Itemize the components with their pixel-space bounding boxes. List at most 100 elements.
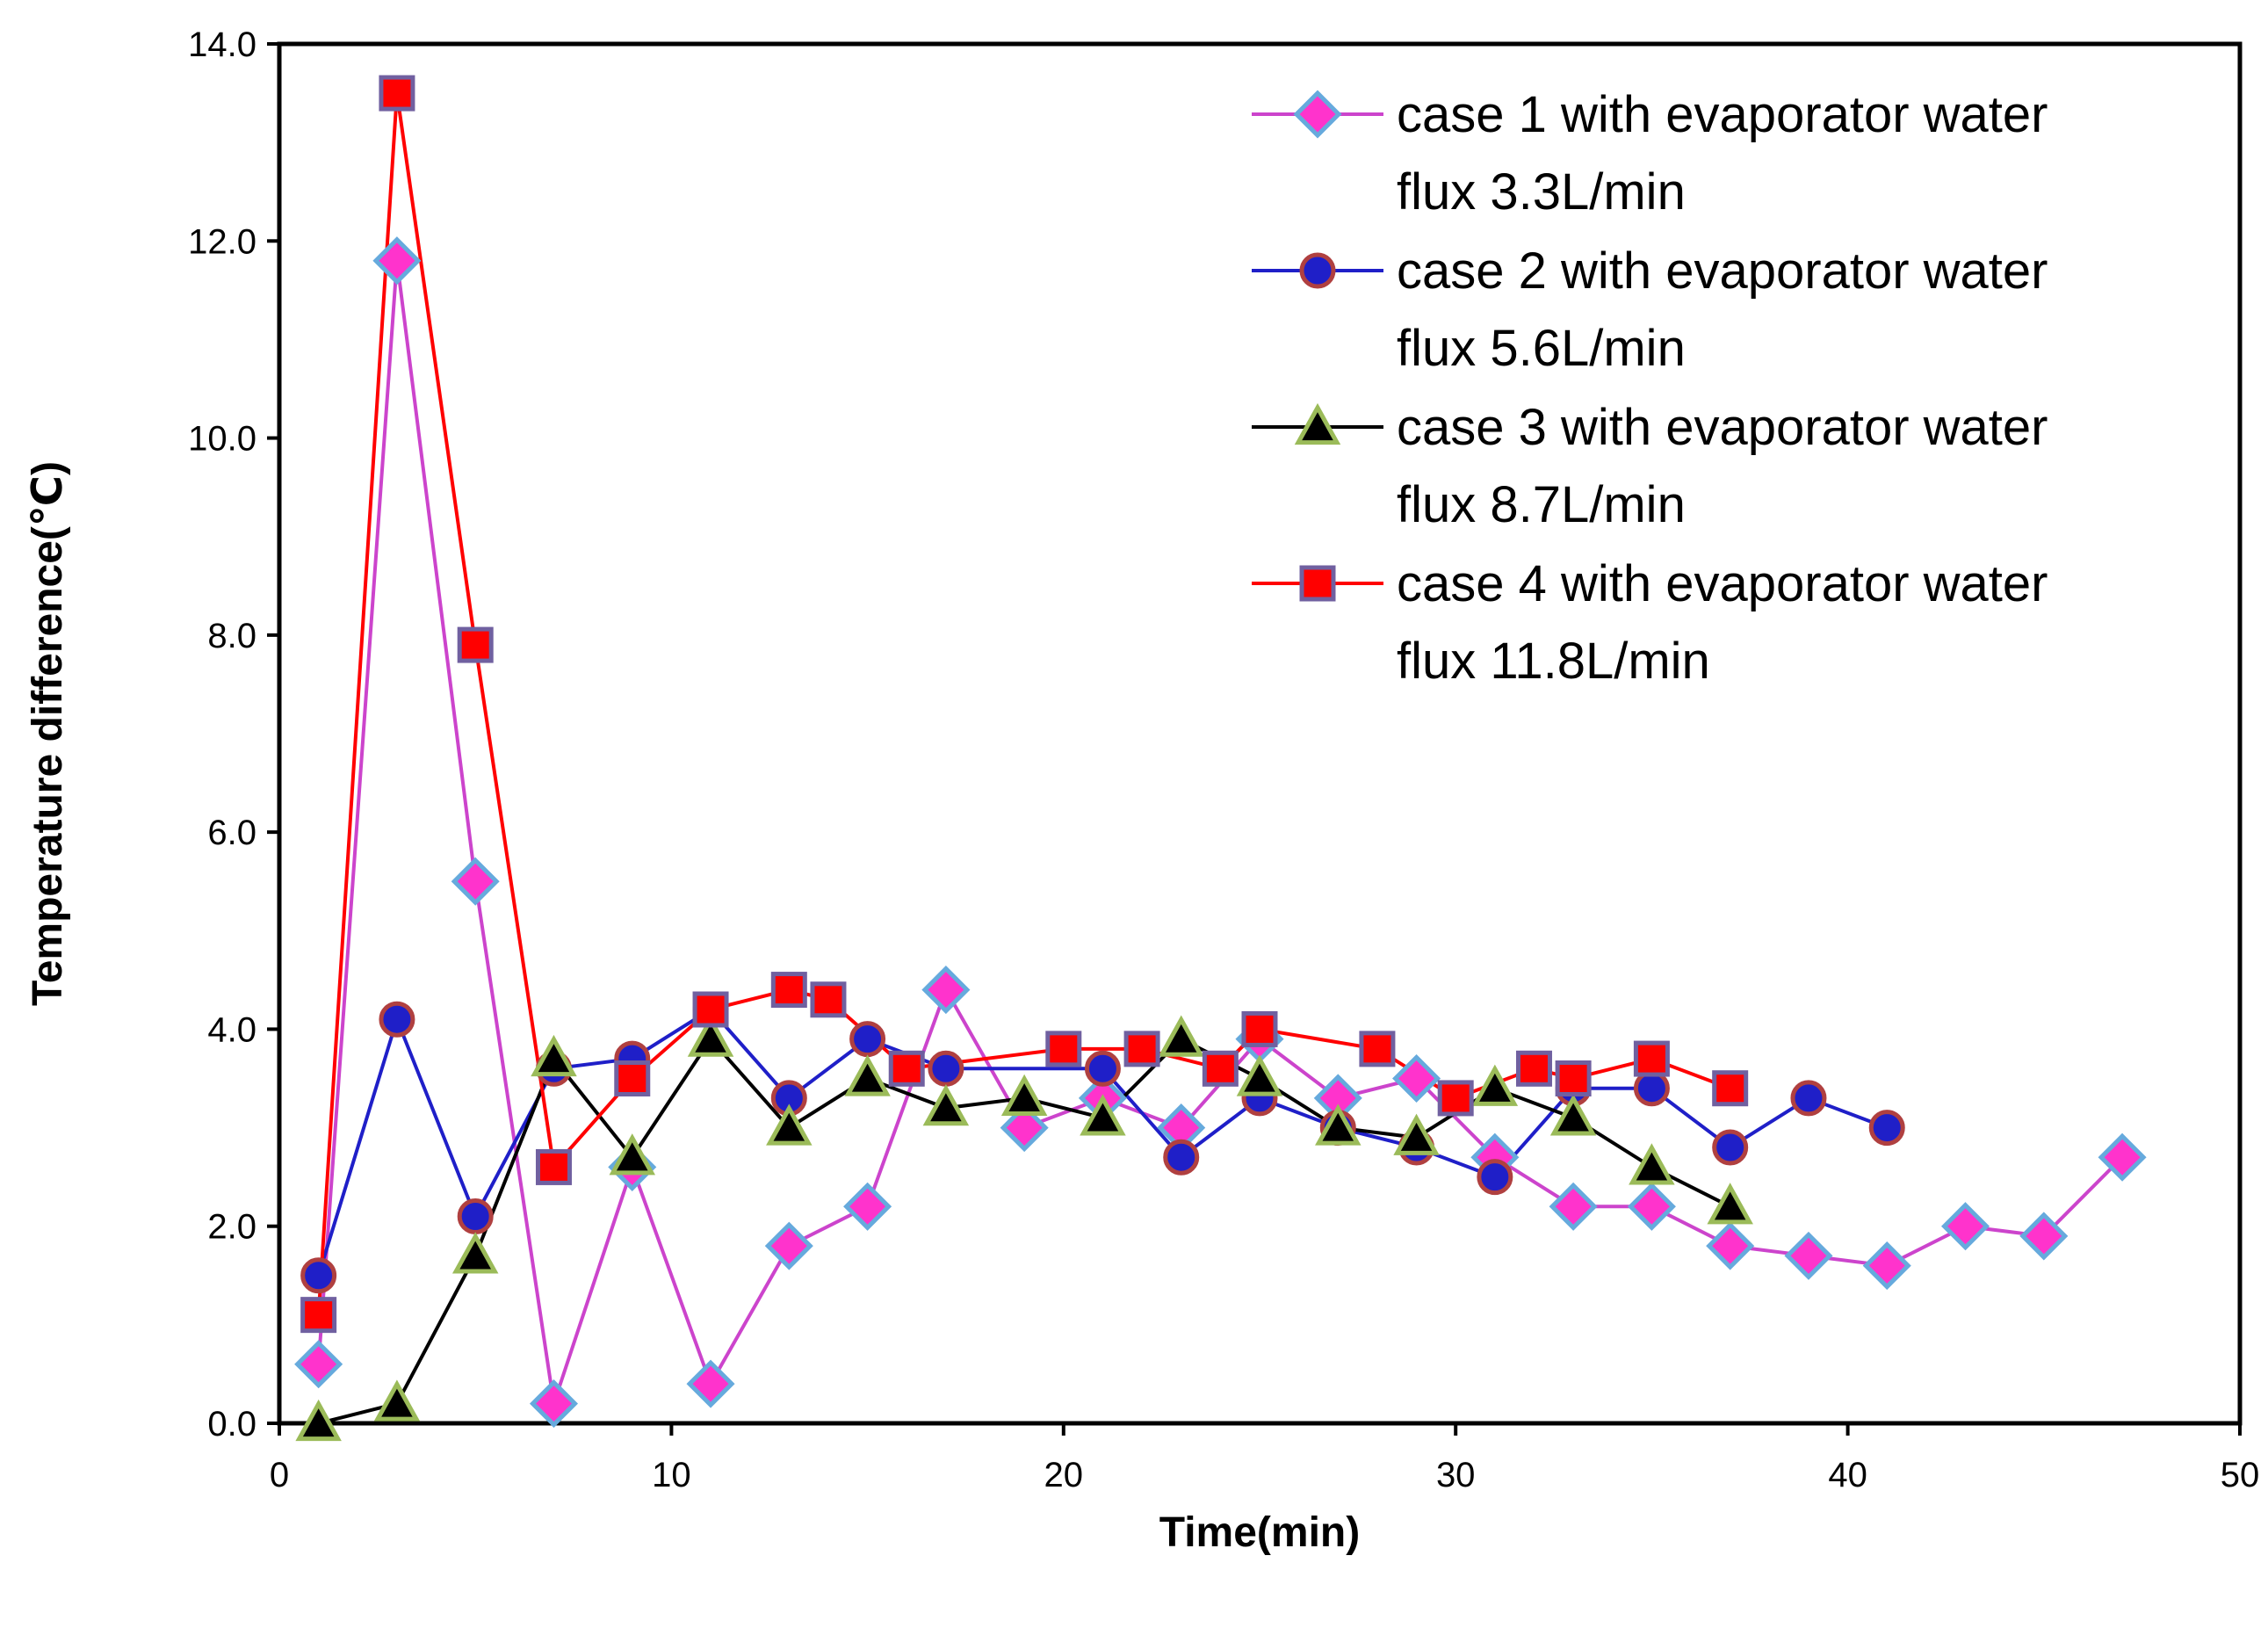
y-axis-ticks: 0.0 2.0 4.0 6.0 8.0 10.0 12.0 14.0	[188, 25, 279, 1443]
y-axis-title: Temperature difference(℃)	[25, 461, 71, 1006]
data-point-case-2	[1868, 1110, 1905, 1147]
data-point-case-3	[295, 1399, 342, 1442]
data-point-case-1	[294, 1340, 343, 1389]
x-axis-ticks: 0 10 20 30 40 50	[270, 1423, 2259, 1494]
data-point-case-4	[300, 1297, 337, 1334]
y-tick-label: 8.0	[207, 617, 256, 655]
y-tick-label: 2.0	[207, 1208, 256, 1247]
data-point-case-4	[1437, 1080, 1474, 1117]
data-point-case-3	[1158, 1015, 1204, 1057]
data-point-case-4	[1123, 1031, 1160, 1067]
x-tick-label: 50	[2221, 1456, 2260, 1494]
data-point-case-2	[1477, 1159, 1513, 1196]
data-point-case-2	[1084, 1050, 1121, 1087]
legend-marker-case-4	[1299, 565, 1336, 602]
data-point-case-1	[686, 1359, 735, 1408]
data-point-case-4	[1633, 1040, 1670, 1077]
data-point-case-1	[2098, 1132, 2147, 1182]
x-axis-title: Time(min)	[1159, 1509, 1360, 1556]
legend-marker-case-2	[1299, 252, 1336, 289]
data-point-case-4	[1241, 1010, 1278, 1047]
x-tick-label: 40	[1828, 1456, 1867, 1494]
data-point-case-3	[609, 1133, 656, 1176]
data-point-case-3	[1236, 1054, 1283, 1096]
data-point-case-4	[457, 626, 494, 663]
series-markers	[294, 75, 2147, 1442]
data-point-case-3	[1471, 1064, 1519, 1106]
data-point-case-4	[692, 991, 729, 1028]
data-point-case-1	[1627, 1182, 1676, 1231]
data-point-case-2	[457, 1198, 494, 1234]
y-tick-label: 6.0	[207, 814, 256, 852]
data-point-case-3	[1393, 1113, 1440, 1155]
data-point-case-2	[1790, 1080, 1827, 1117]
data-point-case-1	[529, 1379, 579, 1429]
data-point-case-3	[1629, 1143, 1675, 1185]
legend-label-case-4: flux 11.8L/min	[1397, 633, 1710, 690]
data-point-case-3	[844, 1054, 891, 1096]
data-point-case-1	[372, 236, 422, 286]
y-tick-label: 4.0	[207, 1010, 256, 1049]
y-tick-label: 14.0	[188, 25, 256, 64]
data-point-case-4	[379, 75, 415, 112]
legend-label-case-3: case 3 with evaporator water	[1397, 399, 2048, 456]
data-point-case-3	[922, 1083, 970, 1126]
legend-label-case-4: case 4 with evaporator water	[1397, 555, 2048, 612]
data-point-case-1	[921, 966, 971, 1015]
y-tick-label: 12.0	[188, 222, 256, 261]
data-point-case-1	[451, 857, 500, 906]
legend-label-case-1: case 1 with evaporator water	[1397, 86, 2048, 143]
legend-label-case-2: case 2 with evaporator water	[1397, 242, 2048, 300]
data-point-case-3	[531, 1034, 577, 1077]
data-point-case-1	[1000, 1103, 1049, 1153]
data-point-case-1	[1549, 1182, 1598, 1231]
data-point-case-4	[1359, 1031, 1396, 1067]
data-point-case-1	[1706, 1221, 1755, 1270]
legend-label-case-2: flux 5.6L/min	[1397, 320, 1686, 377]
data-point-case-3	[687, 1015, 734, 1057]
data-point-case-3	[766, 1103, 813, 1146]
data-point-case-4	[1515, 1050, 1552, 1087]
data-point-case-2	[300, 1257, 337, 1294]
data-point-case-3	[373, 1379, 421, 1422]
data-point-case-4	[810, 981, 847, 1018]
data-point-case-4	[888, 1050, 925, 1087]
data-point-case-4	[1202, 1050, 1239, 1087]
data-point-case-1	[1392, 1053, 1441, 1103]
data-point-case-4	[1555, 1060, 1592, 1096]
data-point-case-2	[1712, 1129, 1749, 1166]
data-point-case-1	[2019, 1212, 2069, 1261]
data-point-case-1	[1862, 1241, 1911, 1291]
x-tick-label: 10	[652, 1456, 691, 1494]
data-point-case-4	[614, 1060, 651, 1096]
data-point-case-3	[1000, 1074, 1048, 1117]
data-point-case-2	[379, 1001, 415, 1038]
data-point-case-4	[1712, 1070, 1749, 1107]
data-point-case-3	[1315, 1103, 1362, 1146]
data-point-case-1	[764, 1221, 813, 1270]
data-point-case-2	[1163, 1139, 1200, 1176]
data-point-case-3	[1707, 1183, 1753, 1225]
legend-marker-case-1	[1293, 90, 1342, 139]
data-point-case-2	[1633, 1070, 1670, 1107]
data-point-case-3	[451, 1232, 499, 1274]
legend-label-case-3: flux 8.7L/min	[1397, 476, 1686, 533]
data-point-case-2	[849, 1021, 886, 1058]
y-tick-label: 0.0	[207, 1405, 256, 1443]
data-point-case-3	[1080, 1094, 1126, 1136]
data-point-case-4	[535, 1148, 572, 1185]
x-tick-label: 0	[270, 1456, 289, 1494]
data-point-case-1	[1784, 1231, 1833, 1280]
data-point-case-1	[843, 1182, 892, 1231]
data-point-case-3	[1549, 1094, 1597, 1136]
data-point-case-4	[770, 972, 807, 1009]
plot-area	[277, 41, 2243, 1426]
x-tick-label: 20	[1044, 1456, 1084, 1494]
y-tick-label: 10.0	[188, 420, 256, 459]
data-point-case-1	[1940, 1202, 1990, 1251]
x-tick-label: 30	[1436, 1456, 1476, 1494]
data-point-case-2	[928, 1050, 964, 1087]
data-point-case-4	[1045, 1031, 1082, 1067]
